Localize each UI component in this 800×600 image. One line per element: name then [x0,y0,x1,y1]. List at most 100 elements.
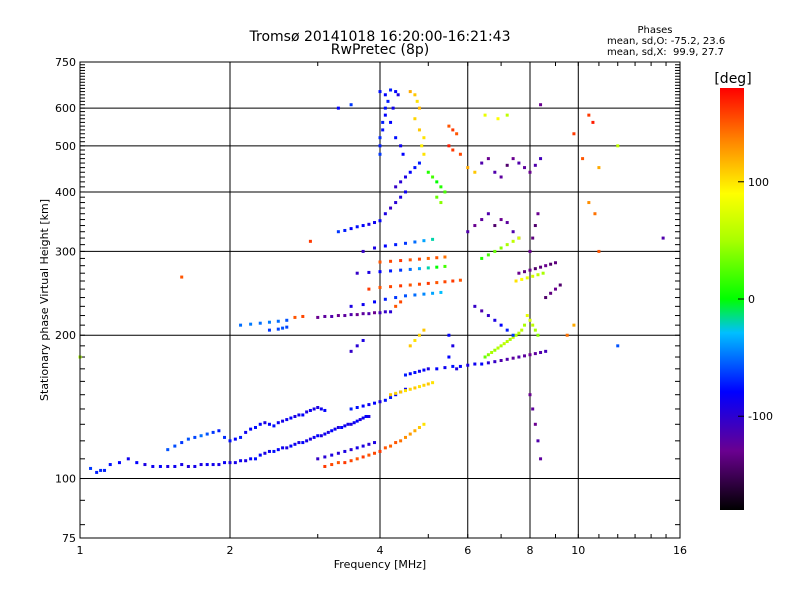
data-point [399,180,403,184]
data-point [399,284,403,288]
x-tick-label: 6 [464,544,471,557]
data-point [349,103,353,107]
data-point [373,311,377,315]
data-point [473,224,477,228]
data-point [435,281,439,285]
data-point [493,224,497,228]
data-point [289,444,293,448]
data-point [431,237,435,241]
data-point [413,371,417,375]
data-point [378,311,382,315]
data-point [486,157,490,161]
data-point [239,435,243,439]
data-point [276,448,280,452]
data-point [413,240,417,244]
data-point [383,106,387,110]
data-point [355,406,359,410]
data-point [451,279,455,283]
data-point [523,270,527,274]
y-tick-label: 300 [55,245,76,258]
data-point [502,342,506,346]
data-point [211,430,215,434]
data-point [166,448,170,452]
data-point [399,144,403,148]
data-point [336,461,340,465]
data-point [343,424,347,428]
data-point [349,459,353,463]
data-point [399,195,403,199]
data-point [539,457,543,461]
data-point [553,287,557,291]
data-point [361,303,365,307]
data-point [276,421,280,425]
data-point [496,346,500,350]
colorbar-tick-label: 0 [748,293,755,306]
data-point [381,128,385,132]
data-point [389,206,393,210]
data-point [661,236,665,240]
data-point [361,404,365,408]
data-point [531,407,535,411]
data-point [361,444,365,448]
data-point [336,451,340,455]
data-point [301,413,305,417]
data-point [511,335,515,339]
data-point [493,318,497,322]
data-point [473,362,477,366]
y-tick-label: 75 [62,532,76,545]
data-point [413,338,417,342]
data-point [367,453,371,457]
data-point [383,244,387,248]
data-point [323,408,327,412]
data-point [403,241,407,245]
data-point [336,314,340,318]
data-point [126,457,130,461]
data-point [272,424,276,428]
data-point [323,464,327,468]
data-point [480,362,484,366]
data-point [431,381,435,385]
data-point [383,297,387,301]
data-point [316,315,320,319]
data-point [483,113,487,117]
data-point [117,461,121,465]
data-point [523,354,527,358]
data-point [355,457,359,461]
data-point [443,264,447,268]
data-point [511,157,515,161]
data-point [330,463,334,467]
data-point [285,325,289,329]
data-point [413,93,417,97]
data-point [373,451,377,455]
data-point [99,468,103,472]
data-point [426,382,430,386]
data-point [417,128,421,132]
data-point [455,367,459,371]
data-point [389,393,393,397]
data-point [263,421,267,425]
data-point [253,425,257,429]
data-point [389,285,393,289]
data-point [517,271,521,275]
data-point [531,323,535,327]
data-point [422,292,426,296]
data-point [391,106,395,110]
data-point [323,455,327,459]
data-point [297,441,301,445]
data-point [499,246,503,250]
data-point [378,144,382,148]
data-point [403,294,407,298]
data-point [267,320,271,324]
data-point [394,304,398,308]
data-point [486,361,490,365]
data-point [525,314,529,318]
chart-title: Tromsø 20141018 16:20:00-16:21:43 [249,29,511,45]
data-point [413,117,417,121]
data-point [591,120,595,124]
data-point [431,291,435,295]
data-point [186,464,190,468]
data-point [408,372,412,376]
data-point [403,175,407,179]
data-point [281,326,285,330]
data-point [399,439,403,443]
